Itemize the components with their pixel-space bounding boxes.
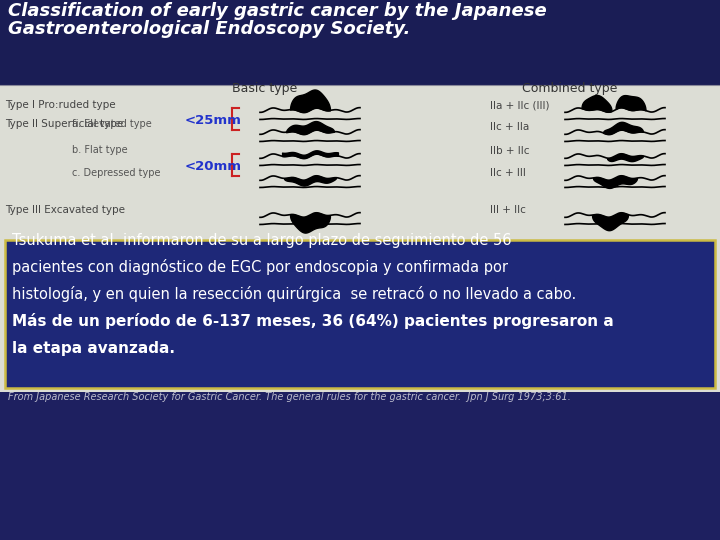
Text: histología, y en quien la resección quirúrgica  se retrасó o no llevado a cabo.: histología, y en quien la resección quir… [12, 286, 576, 302]
Text: Más de un período de 6-137 meses, 36 (64%) pacientes progresaron a: Más de un período de 6-137 meses, 36 (64… [12, 313, 613, 329]
Text: Classification of early gastric cancer by the Japanese: Classification of early gastric cancer b… [8, 2, 546, 20]
Text: Tsukuma et al. informaron de su a largo plazo de seguimiento de 56: Tsukuma et al. informaron de su a largo … [12, 233, 511, 248]
FancyBboxPatch shape [5, 240, 715, 388]
Text: IIc + IIa: IIc + IIa [490, 122, 529, 132]
Text: c. Depressed type: c. Depressed type [72, 168, 161, 178]
Text: Basic type: Basic type [233, 82, 297, 95]
Text: <25mm: <25mm [185, 114, 242, 127]
Text: Type II Superficial type: Type II Superficial type [5, 119, 123, 129]
Text: Gastroenterological Endoscopy Society.: Gastroenterological Endoscopy Society. [8, 20, 410, 38]
Polygon shape [0, 85, 720, 392]
Text: IIa + IIc (III): IIa + IIc (III) [490, 100, 549, 110]
Text: Type III Excavated type: Type III Excavated type [5, 205, 125, 215]
Text: III + IIc: III + IIc [490, 205, 526, 215]
Polygon shape [460, 0, 720, 80]
Text: IIc + III: IIc + III [490, 168, 526, 178]
Text: b. Flat type: b. Flat type [72, 145, 127, 155]
Polygon shape [400, 0, 720, 120]
Text: la etapa avanzada.: la etapa avanzada. [12, 341, 175, 356]
Text: Type I Pro:ruded type: Type I Pro:ruded type [5, 100, 116, 110]
Text: pacientes con diagnóstico de EGC por endoscopia y confirmada por: pacientes con diagnóstico de EGC por end… [12, 259, 508, 275]
Text: a. Elevated type: a. Elevated type [72, 119, 152, 129]
Text: From Japanese Research Society for Gastric Cancer. The general rules for the gas: From Japanese Research Society for Gastr… [8, 392, 571, 402]
Text: Combined type: Combined type [522, 82, 618, 95]
Polygon shape [0, 0, 720, 85]
Text: <20mm: <20mm [185, 160, 242, 173]
Text: IIb + IIc: IIb + IIc [490, 146, 529, 156]
